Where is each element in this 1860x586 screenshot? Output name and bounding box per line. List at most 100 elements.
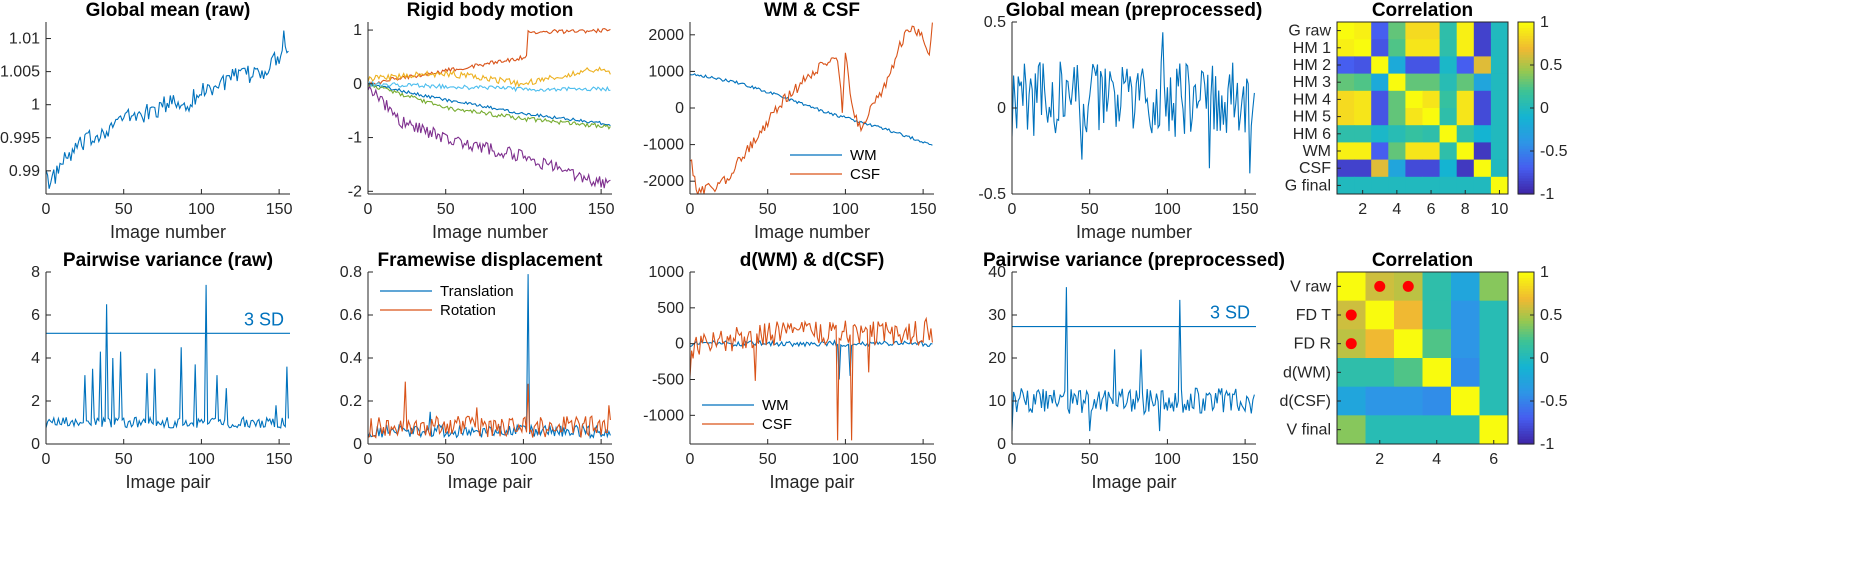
chart-title: Global mean (raw)	[86, 0, 251, 21]
heatmap-cell	[1439, 56, 1458, 75]
heatmap-cell	[1473, 22, 1492, 40]
heatmap-cell	[1371, 90, 1389, 109]
colorbar-segment	[1518, 153, 1534, 157]
heatmap-cell	[1394, 386, 1423, 416]
y-tick-label: -2	[348, 183, 362, 200]
colorbar-segment	[1518, 285, 1534, 289]
colorbar-segment	[1518, 188, 1534, 192]
series-line-Rotation	[368, 381, 611, 439]
heatmap-cell	[1337, 125, 1355, 143]
x-tick-label: 100	[510, 201, 537, 218]
significance-marker	[1402, 280, 1414, 292]
colorbar-segment	[1518, 306, 1534, 311]
x-tick-label: 0	[1008, 451, 1017, 468]
colorbar-segment	[1518, 22, 1534, 26]
colorbar-segment	[1518, 132, 1534, 136]
colorbar-segment	[1518, 175, 1534, 179]
colorbar-segment	[1518, 78, 1534, 82]
x-tick-label: 100	[188, 201, 215, 218]
heatmap-cell	[1371, 159, 1389, 178]
heatmap-cell	[1354, 159, 1372, 178]
colorbar-segment	[1518, 99, 1534, 104]
colorbar-segment	[1518, 422, 1534, 426]
series-line-1	[1012, 287, 1255, 432]
colorbar-segment	[1518, 352, 1534, 356]
panel-pv_raw: 3 SD 0 50 100 150 0 2 4 6 8 Pairwise variance (raw…	[31, 250, 292, 492]
chart-title: Framewise displacement	[378, 250, 604, 271]
colorbar-tick-label: -1	[1540, 436, 1554, 453]
heatmap-cell	[1422, 73, 1441, 92]
heatmap-cell	[1439, 73, 1458, 92]
colorbar-segment	[1518, 417, 1534, 421]
row-label: V raw	[1290, 278, 1331, 295]
heatmap-cell	[1439, 142, 1458, 161]
heatmap-cell	[1473, 108, 1492, 126]
heatmap-cell	[1405, 125, 1423, 143]
heatmap-cell	[1422, 56, 1441, 75]
colorbar-segment	[1518, 126, 1534, 131]
colorbar-segment	[1518, 89, 1534, 93]
heatmap-cell	[1451, 358, 1480, 388]
y-tick-label: 0	[997, 436, 1006, 453]
colorbar-segment	[1518, 392, 1534, 397]
heatmap-cell	[1422, 176, 1441, 195]
chart-title: Pairwise variance (preprocessed)	[983, 250, 1285, 271]
colorbar-segment	[1518, 398, 1534, 402]
colorbar-segment	[1518, 161, 1534, 166]
colorbar-segment	[1518, 312, 1534, 316]
colorbar-segment	[1518, 83, 1534, 88]
chart-title: d(WM) & d(CSF)	[740, 250, 885, 271]
heatmap-cell	[1354, 142, 1372, 161]
heatmap-cell	[1371, 125, 1389, 143]
colorbar-segment	[1518, 355, 1534, 359]
colorbar-segment	[1518, 148, 1534, 152]
colorbar-segment	[1518, 368, 1534, 373]
colorbar-segment	[1518, 401, 1534, 405]
heatmap-cell	[1439, 39, 1458, 57]
x-tick-label: 0	[1008, 201, 1017, 218]
colorbar-segment	[1518, 366, 1534, 370]
colorbar-segment	[1518, 339, 1534, 343]
series-line-CSF	[690, 316, 933, 441]
heatmap-frame	[1336, 21, 1509, 195]
heatmap-cell	[1388, 90, 1406, 109]
colorbar-segment	[1518, 43, 1534, 47]
x-tick-label: 0	[42, 201, 51, 218]
colorbar-segment	[1518, 121, 1534, 125]
legend-label: WM	[850, 147, 877, 164]
row-label: V final	[1287, 422, 1331, 439]
x-tick-label: 4	[1392, 201, 1401, 218]
heatmap-cell	[1439, 159, 1458, 178]
chart-title: Correlation	[1372, 0, 1473, 21]
colorbar-segment	[1518, 336, 1534, 340]
series-line-WM	[690, 73, 933, 146]
heatmap-cell	[1405, 159, 1423, 178]
colorbar-segment	[1518, 151, 1534, 155]
series-line-WM	[690, 339, 933, 380]
series-line-5	[368, 81, 611, 130]
y-tick-label: 0.4	[340, 350, 362, 367]
heatmap-cell	[1422, 142, 1441, 161]
row-label: d(CSF)	[1279, 393, 1331, 410]
y-tick-label: 2000	[648, 27, 684, 44]
heatmap-cell	[1456, 73, 1475, 92]
legend-label: CSF	[762, 416, 792, 433]
heatmap-cell	[1388, 142, 1406, 161]
row-label: FD R	[1294, 336, 1331, 353]
x-axis-label: Image number	[1076, 222, 1192, 242]
heatmap-cell	[1394, 329, 1423, 359]
row-label: d(WM)	[1283, 364, 1331, 381]
panel-gm_raw: 0 50 100 150 0.99 0.995 1 1.005 1.01 Global mean …	[0, 0, 293, 242]
y-tick-label: 10	[988, 393, 1006, 410]
heatmap-cell	[1479, 386, 1509, 416]
colorbar-segment	[1518, 296, 1534, 300]
colorbar-segment	[1518, 358, 1534, 362]
colorbar-segment	[1518, 323, 1534, 327]
heatmap-cell	[1439, 90, 1458, 109]
heatmap-cell	[1479, 300, 1509, 330]
heatmap-cell	[1405, 142, 1423, 161]
heatmap-cell	[1354, 125, 1372, 143]
series-line-3	[368, 66, 611, 88]
colorbar-segment	[1518, 425, 1534, 429]
